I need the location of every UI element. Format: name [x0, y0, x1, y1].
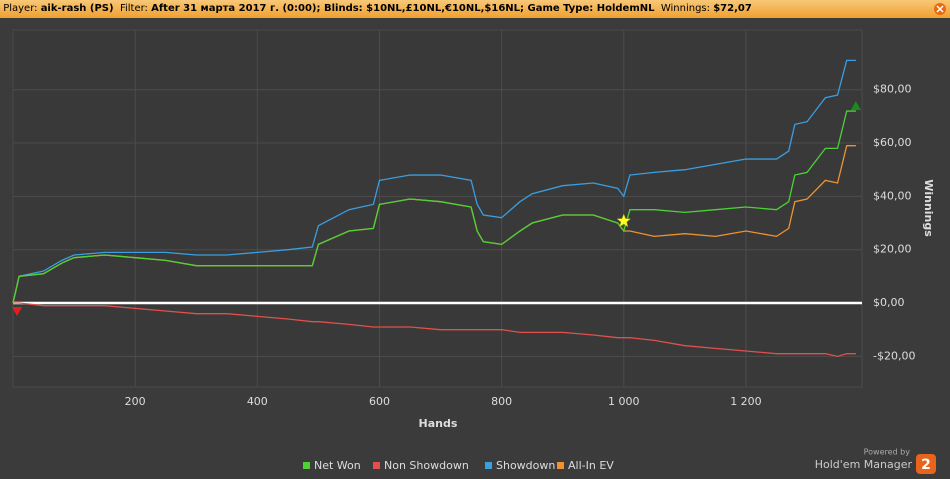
legend: Net Won Non Showdown Showdown All-In EV [303, 459, 614, 472]
winnings: $72,07 [713, 3, 752, 14]
legend-label: Showdown [496, 459, 555, 472]
x-tick-label: 200 [125, 395, 146, 408]
grid: 200 400 600 800 1 000 1 200 -$20,00 $0,00 $20,00… [13, 30, 915, 408]
y-tick-label: -$20,00 [873, 349, 915, 362]
x-tick-label: 800 [491, 395, 512, 408]
y-tick-label: $20,00 [873, 243, 912, 256]
legend-swatch [557, 462, 564, 469]
allin-marker [616, 213, 632, 228]
y-tick-label: $80,00 [873, 83, 912, 96]
x-tick-label: 400 [247, 395, 268, 408]
legend-swatch [485, 462, 492, 469]
legend-label: Non Showdown [384, 459, 469, 472]
y-axis-title: Winnings [922, 179, 935, 237]
logo-number: 2 [921, 457, 931, 473]
end-marker [850, 101, 861, 111]
header-bar: Player: aik-rash (PS) Filter: After 31 м… [0, 0, 950, 18]
label: Winnings: [660, 3, 711, 14]
label: Filter: [119, 3, 148, 14]
series-lines [12, 59, 861, 358]
x-axis-title: Hands [419, 417, 458, 430]
filter: After 31 марта 2017 г. (0:00); Blinds: $… [151, 3, 655, 14]
label: Player: [3, 3, 38, 14]
close-icon [936, 5, 944, 13]
y-tick-label: $0,00 [873, 296, 905, 309]
legend-label: All-In EV [568, 459, 614, 472]
x-tick-label: 1 000 [608, 395, 640, 408]
legend-swatch [373, 462, 380, 469]
series-line [12, 110, 856, 304]
series-line [13, 302, 856, 358]
x-tick-label: 1 200 [730, 395, 762, 408]
legend-swatch [303, 462, 310, 469]
start-marker [12, 307, 22, 317]
series-line [12, 59, 856, 304]
y-tick-label: $40,00 [873, 189, 912, 202]
player: aik-rash (PS) [40, 3, 114, 14]
brand: Hold'em Manager [815, 458, 913, 471]
legend-label: Net Won [314, 459, 361, 472]
y-tick-label: $60,00 [873, 136, 912, 149]
powered-by: Powered by [864, 448, 911, 457]
logo [916, 454, 936, 474]
x-tick-label: 600 [369, 395, 390, 408]
